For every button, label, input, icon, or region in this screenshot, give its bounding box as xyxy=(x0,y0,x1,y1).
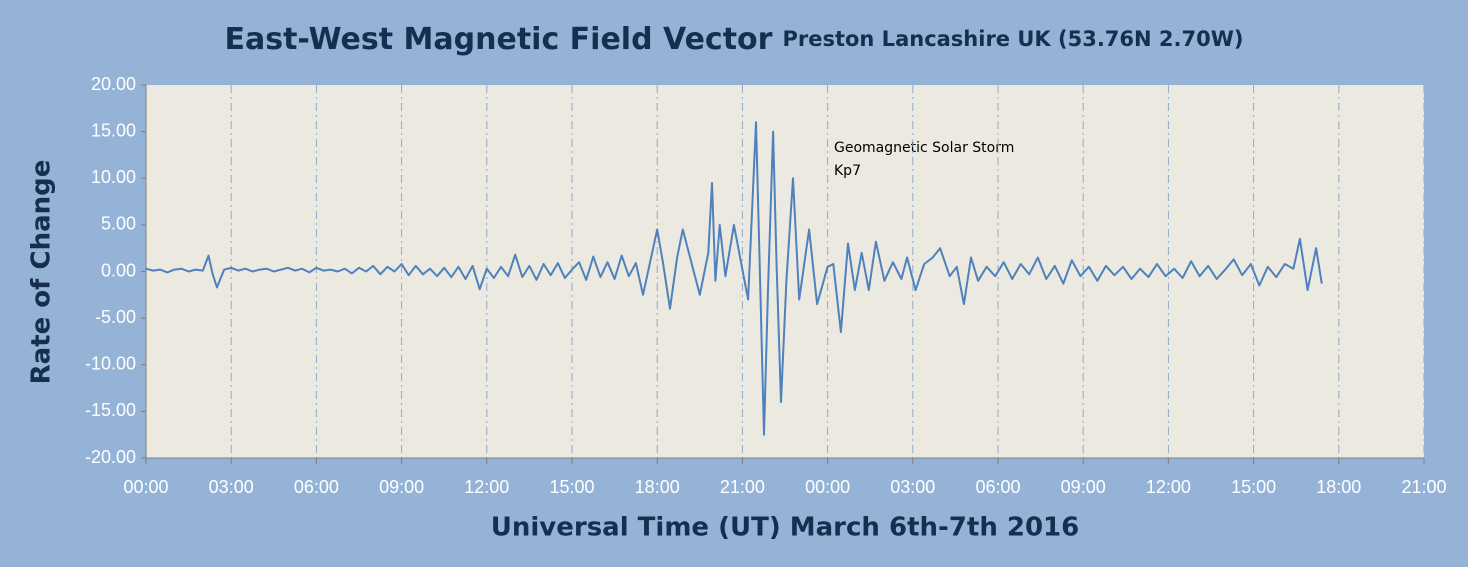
x-tick-label: 12:00 xyxy=(464,477,509,497)
x-tick-label: 00:00 xyxy=(123,477,168,497)
x-axis-label: Universal Time (UT) March 6th-7th 2016 xyxy=(491,513,1080,543)
x-tick-label: 18:00 xyxy=(1316,477,1361,497)
y-tick-label: 15.00 xyxy=(91,120,136,140)
x-tick-label: 03:00 xyxy=(890,477,935,497)
x-tick-label: 06:00 xyxy=(975,477,1020,497)
y-tick-label: 20.00 xyxy=(91,74,136,94)
y-tick-label: 5.00 xyxy=(101,214,136,234)
x-tick-label: 06:00 xyxy=(294,477,339,497)
chart-title: East-West Magnetic Field Vector xyxy=(225,22,773,57)
x-tick-label: 09:00 xyxy=(1061,477,1106,497)
x-tick-label: 09:00 xyxy=(379,477,424,497)
x-tick-label: 18:00 xyxy=(635,477,680,497)
x-tick-label: 15:00 xyxy=(549,477,594,497)
chart-subtitle: Preston Lancashire UK (53.76N 2.70W) xyxy=(782,27,1243,51)
title: East-West Magnetic Field Vector Preston L… xyxy=(225,22,1244,57)
x-tick-label: 12:00 xyxy=(1146,477,1191,497)
y-tick-label: -15.00 xyxy=(85,400,136,420)
x-tick-label: 15:00 xyxy=(1231,477,1276,497)
y-tick-label: 0.00 xyxy=(101,260,136,280)
x-tick-label: 00:00 xyxy=(805,477,850,497)
annotation: Geomagnetic Solar Storm xyxy=(834,140,1014,156)
x-tick-label: 03:00 xyxy=(209,477,254,497)
y-tick-label: -5.00 xyxy=(95,307,136,327)
data-line xyxy=(145,121,1323,436)
y-tick-label: -20.00 xyxy=(85,447,136,467)
y-tick-label: 10.00 xyxy=(91,167,136,187)
y-tick-label: -10.00 xyxy=(85,354,136,374)
annotation: Kp7 xyxy=(834,163,861,179)
x-tick-label: 21:00 xyxy=(720,477,765,497)
y-axis-label: Rate of Change xyxy=(27,160,57,385)
x-tick-label: 21:00 xyxy=(1401,477,1446,497)
